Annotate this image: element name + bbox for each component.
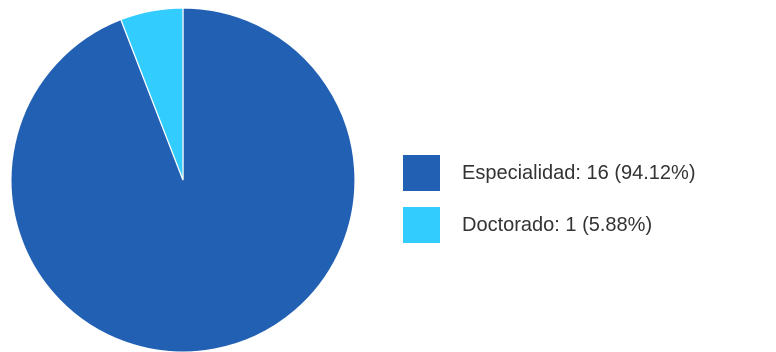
legend-item-doctorado[interactable]: Doctorado: 1 (5.88%) — [403, 207, 776, 243]
legend-label-doctorado: Doctorado: 1 (5.88%) — [462, 214, 653, 236]
pie-slice-doctorado[interactable] — [120, 7, 184, 181]
legend-swatch-especialidad — [403, 155, 440, 191]
legend-item-especialidad[interactable]: Especialidad: 16 (94.12%) — [403, 155, 776, 191]
pie-slices — [10, 7, 356, 352]
legend-swatch-doctorado — [403, 207, 440, 243]
legend-label-especialidad: Especialidad: 16 (94.12%) — [462, 162, 696, 184]
